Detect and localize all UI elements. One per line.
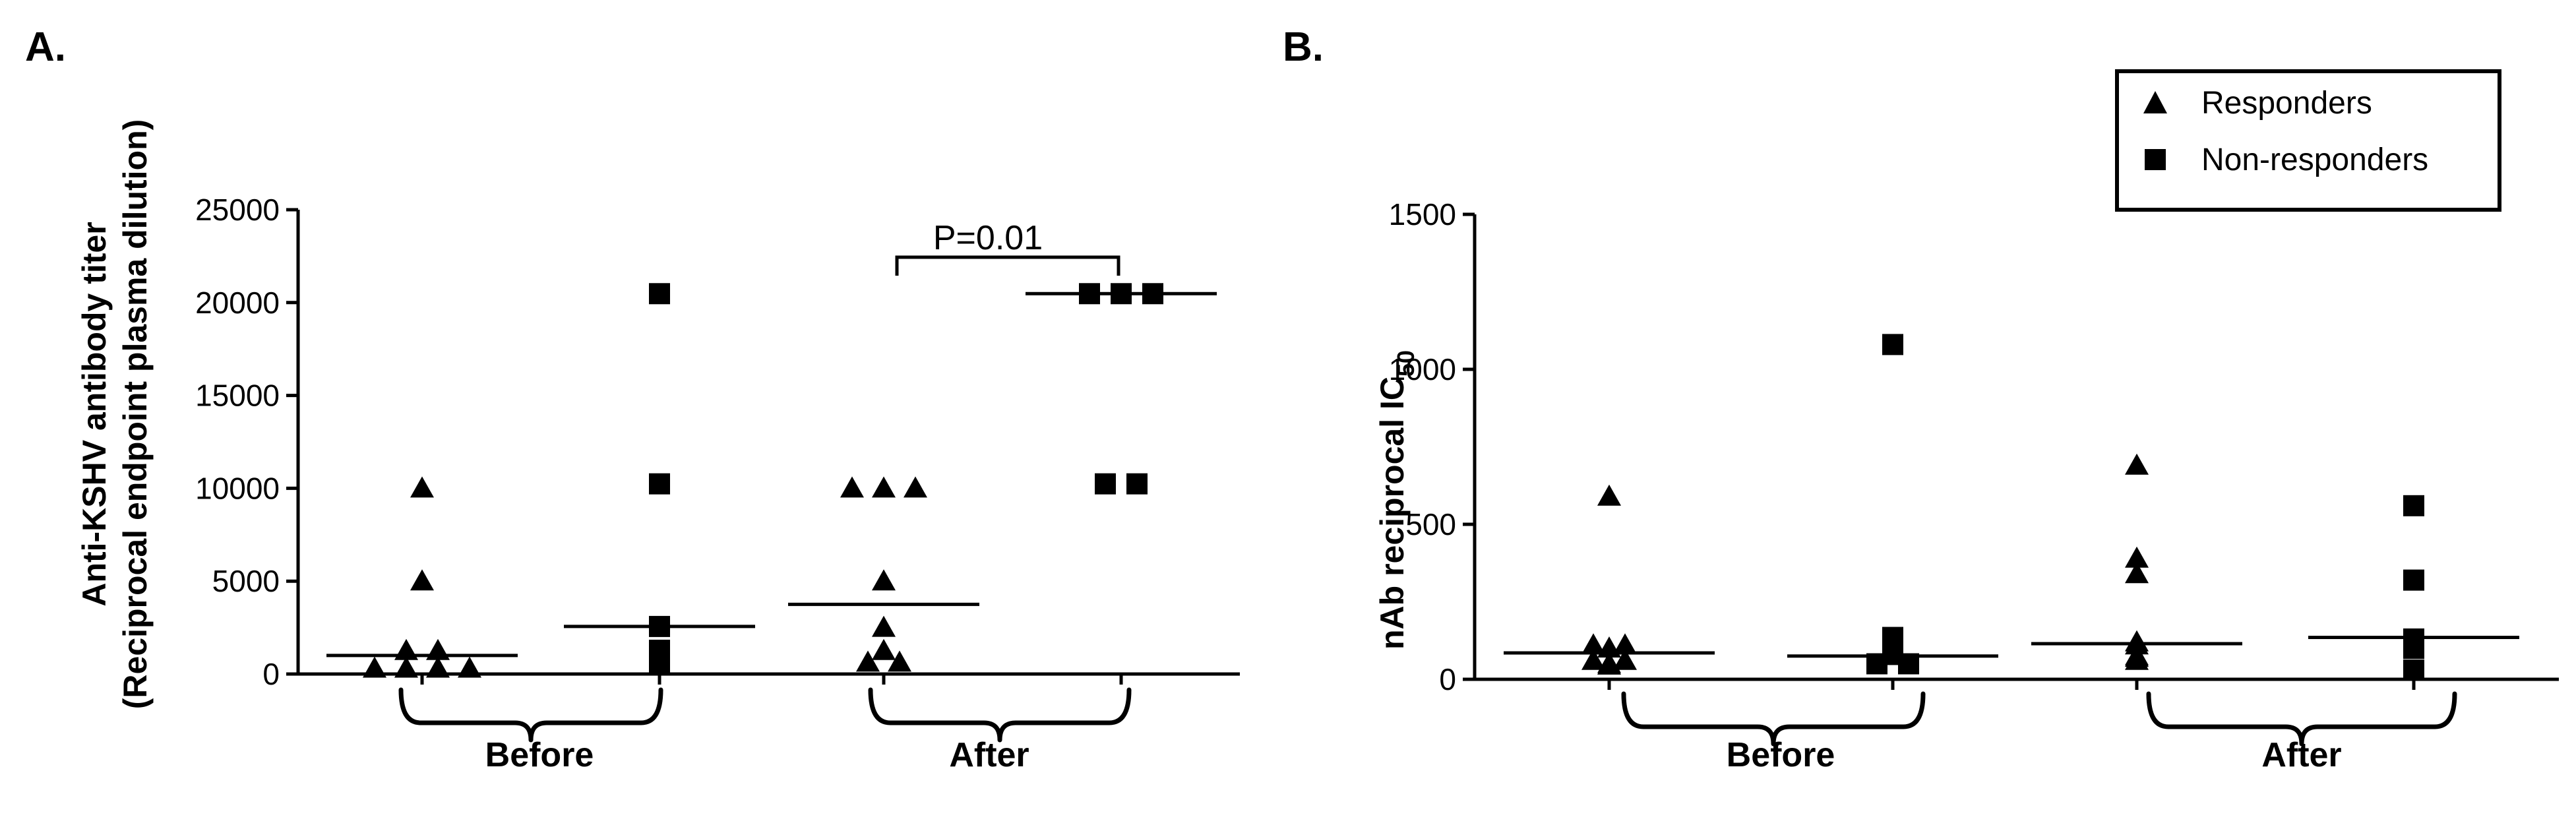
panel-b-triangle-point	[1613, 633, 1637, 655]
panel-a-y-tick-label: 0	[262, 657, 280, 691]
panel-a-triangle-point	[888, 650, 911, 672]
panel-a-triangle-point	[363, 656, 386, 678]
panel-b-group-label: After	[2261, 736, 2341, 774]
panel-b-group-brace	[2146, 691, 2457, 747]
panel-b-triangle-point	[1613, 648, 1637, 670]
panel-a-triangle-point	[840, 476, 864, 498]
panel-a-square-point	[1095, 473, 1116, 495]
panel-a-y-tick-label: 5000	[212, 564, 280, 598]
legend-square-marker	[2145, 149, 2166, 170]
panel-a-triangle-point	[872, 476, 896, 498]
panel-a-square-point	[1126, 473, 1148, 495]
panel-b-ylabel-main: nAb reciprocal IC	[1374, 377, 1411, 650]
legend: Responders Non-responders	[2115, 69, 2501, 212]
panel-a-y-tick-label: 20000	[195, 286, 280, 320]
panel-a-ylabel-line2: (Reciprocal endpoint plasma dilution)	[117, 119, 154, 710]
panel-b-square-point	[2403, 495, 2424, 516]
panel-b-triangle-point	[2125, 546, 2149, 568]
panel-a-triangle-point	[856, 650, 880, 672]
panel-a-pvalue: P=0.01	[933, 219, 1043, 257]
panel-b-ylabel-sub: 50	[1392, 350, 1419, 377]
panel-b-triangle-point	[2125, 453, 2149, 475]
panel-a-triangle-point	[410, 476, 434, 498]
panel-a-group-label: After	[949, 736, 1029, 774]
panel-b-triangle-point	[1597, 484, 1621, 506]
panel-b-square-point	[2403, 569, 2424, 591]
panel-a-y-tick-label: 10000	[195, 471, 280, 505]
panel-a-square-point	[649, 283, 670, 305]
panel-a-triangle-point	[426, 656, 450, 678]
panel-a-triangle-point	[872, 615, 896, 637]
panel-b-triangle-point	[2125, 562, 2149, 584]
panel-b-square-point	[1882, 334, 1903, 355]
panel-b-y-tick-label: 0	[1439, 662, 1456, 696]
panel-b-y-tick-label: 500	[1405, 507, 1456, 541]
panel-a-square-point	[649, 473, 670, 495]
panel-a-ylabel-line1: Anti-KSHV antibody titer	[76, 222, 113, 606]
panel-b-triangle-point	[1581, 633, 1605, 655]
plot-layer: 0 5000 10000 15000 20000 25000 Before After 0 500…	[195, 193, 2559, 774]
panel-a-triangle-point	[410, 569, 434, 591]
panel-b-triangle-point	[1581, 648, 1605, 670]
panel-a-square-point	[649, 651, 670, 673]
panel-a-triangle-point	[458, 656, 481, 678]
panel-a-triangle-point	[872, 638, 896, 660]
panel-a-triangle-point	[872, 569, 896, 591]
panel-b-y-tick-label: 1500	[1389, 197, 1456, 231]
panel-a-y-tick-label: 25000	[195, 193, 280, 227]
legend-label-responders: Responders	[2201, 86, 2372, 121]
panel-b-y-tick-label: 1000	[1389, 352, 1456, 386]
panel-a-label: A.	[25, 24, 66, 70]
panel-b-label: B.	[1283, 24, 1324, 70]
panel-b-triangle-point	[2125, 648, 2149, 670]
panel-b-square-point	[2403, 638, 2424, 659]
panel-a-y-tick-label: 15000	[195, 379, 280, 413]
panel-b-triangle-point	[1597, 653, 1621, 675]
panel-b-group-label: Before	[1727, 736, 1835, 774]
panel-b-group-brace	[1621, 691, 1926, 747]
panel-a-triangle-point	[904, 476, 927, 498]
legend-box	[2115, 69, 2501, 212]
panel-a-triangle-point	[394, 656, 418, 678]
panel-a-group-brace	[398, 687, 663, 743]
panel-a-significance-bracket	[895, 255, 1120, 276]
panel-b-ylabel: nAb reciprocal IC50	[1374, 350, 1419, 650]
legend-label-nonresponders: Non-responders	[2201, 142, 2428, 177]
panel-a-group-label: Before	[485, 736, 594, 774]
legend-triangle-marker	[2143, 91, 2167, 113]
panel-b-square-point	[2403, 659, 2424, 681]
panel-a-group-brace	[868, 687, 1132, 743]
